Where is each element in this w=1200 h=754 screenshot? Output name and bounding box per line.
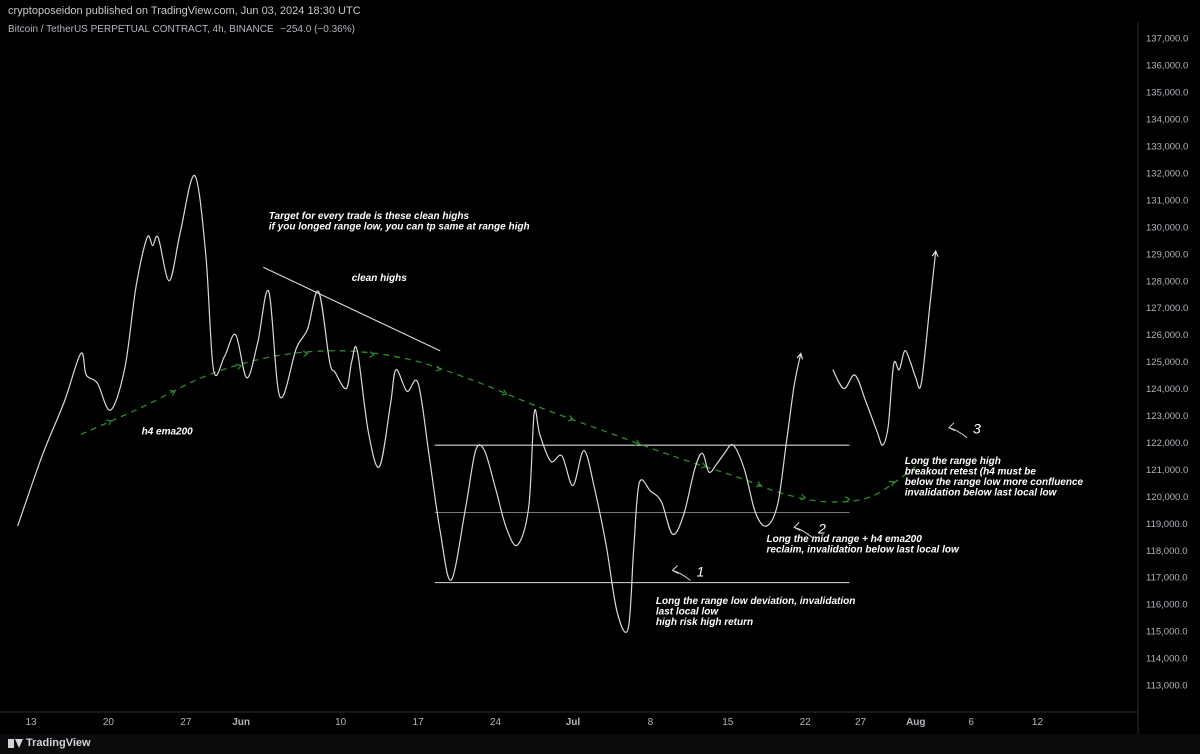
trade-1-note-line: last local low [656,607,719,618]
y-tick-label: 136,000.0 [1146,61,1188,72]
tradingview-logo-icon [8,738,23,748]
ema200-label: h4 ema200 [142,426,194,437]
x-tick-label: 6 [968,717,974,728]
y-tick-label: 128,000.0 [1146,276,1188,287]
trade-1-note-line: high risk high return [656,617,753,628]
trade-marker-1: 1 [696,564,704,580]
trade-3-note-line: breakout retest (h4 must be [905,467,1037,478]
y-tick-label: 126,000.0 [1146,330,1188,341]
publisher-bar: cryptoposeidon published on TradingView.… [0,0,1200,22]
trade-2-note-line: Long the mid range + h4 ema200 [766,534,922,545]
y-tick-label: 129,000.0 [1146,249,1188,260]
price-axis[interactable] [1138,22,1200,712]
price-path-arrowhead [796,352,804,360]
ema200-arrow-mark [435,365,442,372]
ema200-arrow-mark [106,419,113,426]
trade-marker-pointer-head [793,522,801,531]
ema200-arrow-mark [501,389,508,396]
x-tick-label: 20 [103,717,115,728]
ema200-arrow-mark [567,415,574,422]
footer-bar [0,734,1200,754]
target-note-line: Target for every trade is these clean hi… [269,211,470,222]
trade-marker-pointer-head [671,565,679,574]
y-tick-label: 124,000.0 [1146,384,1188,395]
ema200-arrow-mark [844,496,851,503]
ema200-line[interactable] [80,350,917,503]
ema200-arrow-mark [634,439,641,446]
ema200-arrow-mark [369,351,375,358]
y-tick-label: 135,000.0 [1146,88,1188,99]
trade-2-note-line: reclaim, invalidation below last local l… [766,545,959,556]
price-path-2[interactable] [832,251,937,446]
ema200-arrow-mark [169,389,176,396]
clean-highs-label: clean highs [352,273,407,284]
clean-highs-trendline[interactable] [263,266,441,352]
x-tick-label: 15 [722,717,734,728]
x-tick-label: 12 [1032,717,1044,728]
ema200-arrow-mark [302,350,309,358]
x-tick-label: 17 [413,717,425,728]
x-tick-label: Jul [566,717,581,728]
brand-label: TradingView [26,737,91,749]
y-tick-label: 123,000.0 [1146,411,1188,422]
y-tick-label: 131,000.0 [1146,195,1188,206]
y-tick-label: 113,000.0 [1146,681,1188,692]
y-tick-label: 120,000.0 [1146,492,1188,503]
tradingview-logo[interactable]: TradingView [8,737,91,749]
trade-marker-pointer-head [948,422,956,432]
y-tick-label: 118,000.0 [1146,546,1188,557]
target-note: Target for every trade is these clean hi… [269,211,530,233]
y-tick-label: 125,000.0 [1146,357,1188,368]
price-path-arrowhead [931,249,939,257]
y-tick-label: 134,000.0 [1146,115,1188,126]
y-tick-label: 114,000.0 [1146,654,1188,665]
trade-1-note: Long the range low deviation, invalidati… [656,596,855,628]
y-tick-label: 137,000.0 [1146,34,1188,45]
trade-3-note-line: invalidation below last local low [905,488,1058,499]
ema200-arrow-mark [888,480,895,487]
y-tick-label: 132,000.0 [1146,168,1188,179]
symbol-title: Bitcoin / TetherUS PERPETUAL CONTRACT, 4… [8,24,274,35]
x-tick-label: Jun [232,717,250,728]
publisher-info: cryptoposeidon published on TradingView.… [8,5,361,17]
y-tick-label: 121,000.0 [1146,465,1188,476]
trade-3-note: Long the range high breakout retest (h4 m… [905,456,1084,499]
ema200-arrow-mark [236,363,243,370]
y-tick-label: 127,000.0 [1146,303,1188,314]
ema200-arrow-mark [800,493,807,501]
y-tick-label: 122,000.0 [1146,438,1188,449]
x-tick-label: 13 [25,717,37,728]
ema200-arrow-mark [755,481,762,488]
y-tick-label: 133,000.0 [1146,141,1188,152]
symbol-legend: Bitcoin / TetherUS PERPETUAL CONTRACT, 4… [8,24,359,35]
x-tick-label: 22 [800,717,812,728]
trade-marker-3: 3 [973,421,981,437]
y-tick-label: 115,000.0 [1146,627,1188,638]
ema200-arrow-mark [700,462,707,469]
x-tick-label: 27 [855,717,867,728]
clean-highs-label-line: clean highs [352,273,407,284]
price-change: −254.0 (−0.36%) [280,24,355,35]
x-tick-label: 24 [490,717,502,728]
y-tick-label: 117,000.0 [1146,573,1188,584]
trade-marker-2: 2 [817,520,826,536]
y-tick-label: 119,000.0 [1146,519,1188,530]
ema200-label-line: h4 ema200 [142,426,194,437]
trade-3-note-line: below the range low more confluence [905,477,1084,488]
y-tick-label: 130,000.0 [1146,222,1188,233]
trade-3-note-line: Long the range high [905,456,1001,467]
y-tick-label: 116,000.0 [1146,600,1188,611]
target-note-line: if you longed range low, you can tp same… [269,221,530,232]
price-path-1[interactable] [17,174,802,633]
trade-2-note: Long the mid range + h4 ema200 reclaim, i… [766,534,959,556]
x-tick-label: 10 [335,717,347,728]
x-tick-label: Aug [906,717,925,728]
x-tick-label: 27 [180,717,192,728]
x-tick-label: 8 [648,717,654,728]
trade-1-note-line: Long the range low deviation, invalidati… [656,596,855,607]
